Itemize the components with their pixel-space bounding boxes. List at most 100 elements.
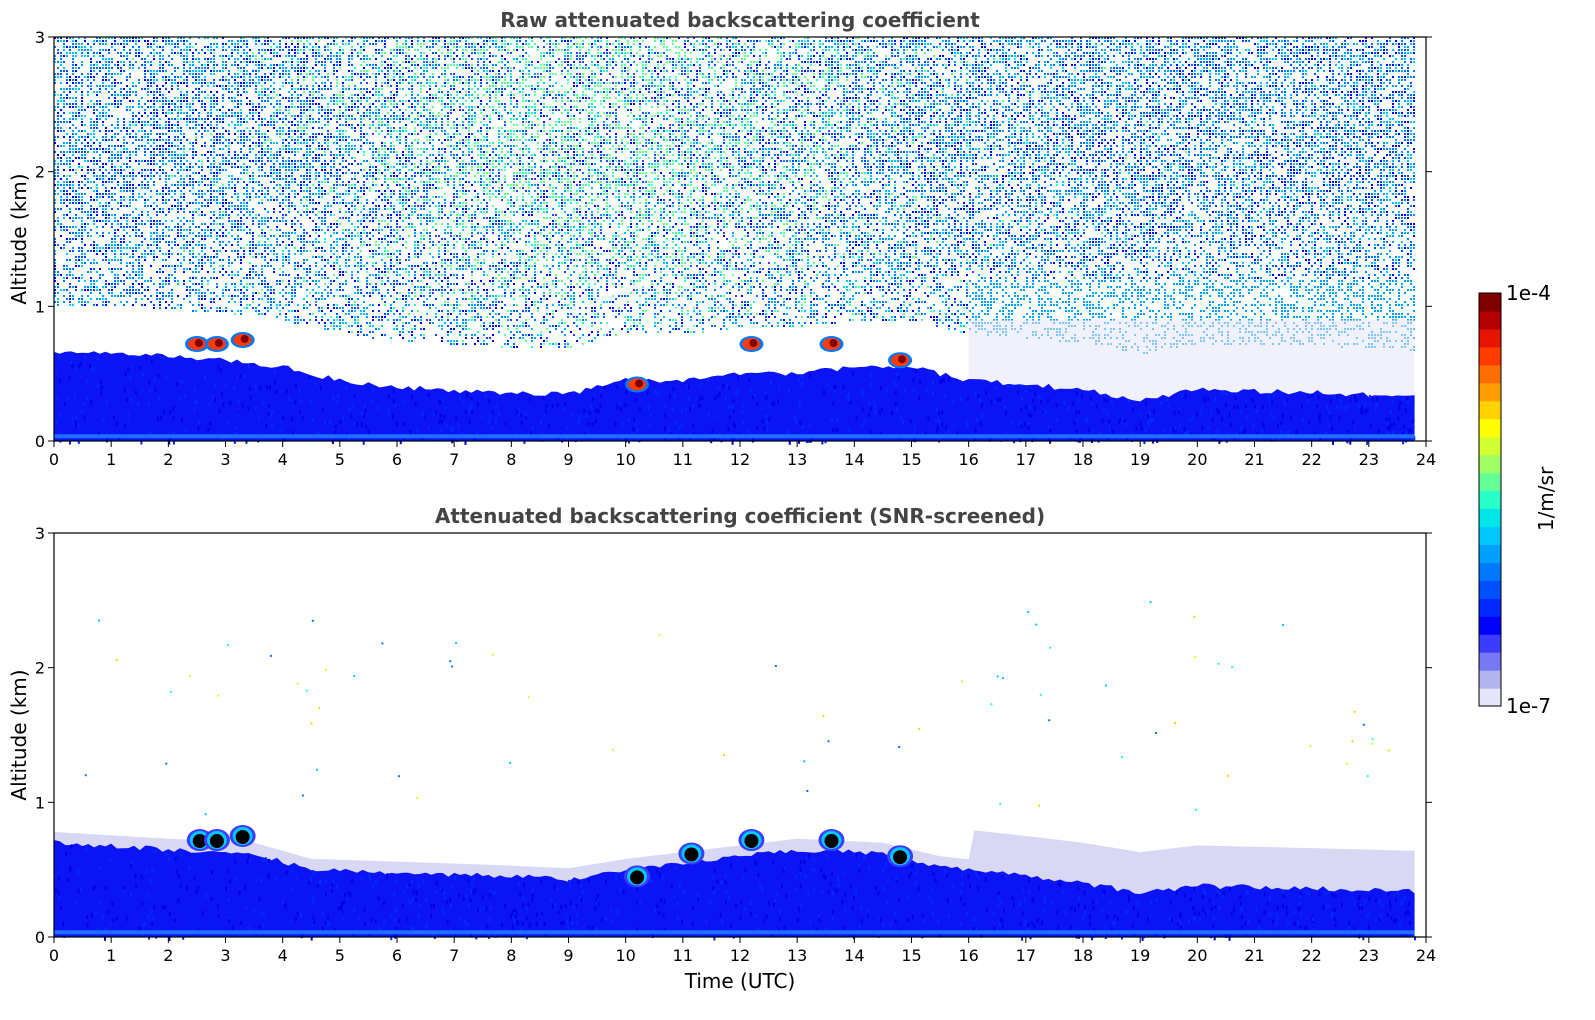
- colorbar-min-label: 1e-7: [1506, 694, 1551, 718]
- cloud-feature: [819, 336, 844, 353]
- x-tick-label: 20: [1187, 946, 1207, 965]
- colorbar-cell: [1479, 293, 1501, 312]
- colorbar-cell: [1479, 616, 1501, 635]
- cloud-feature: [229, 825, 256, 847]
- colorbar-cell: [1479, 562, 1501, 581]
- x-tick-label: 12: [730, 450, 750, 469]
- x-tick-label: 3: [220, 450, 230, 469]
- haze: [968, 319, 1415, 401]
- x-tick-label: 22: [1301, 946, 1321, 965]
- x-tick-label: 21: [1244, 450, 1264, 469]
- x-tick-label: 5: [335, 946, 345, 965]
- x-tick-label: 7: [449, 450, 459, 469]
- panel-screened-title: Attenuated backscattering coefficient (S…: [435, 504, 1045, 528]
- x-tick-label: 20: [1187, 450, 1207, 469]
- x-tick-label: 4: [278, 450, 288, 469]
- boundary-layer-texture: [55, 355, 1416, 445]
- x-tick-label: 21: [1244, 946, 1264, 965]
- colorbar-max-label: 1e-4: [1506, 281, 1551, 305]
- x-tick-label: 2: [163, 450, 173, 469]
- colorbar-unit-label: 1/m/sr: [1534, 466, 1558, 531]
- colorbar-cell: [1479, 346, 1501, 366]
- x-tick-label: 13: [787, 450, 807, 469]
- panel-screened-y-ticks: 0 1 2 3: [35, 524, 1432, 947]
- x-tick-label: 18: [1073, 946, 1093, 965]
- boundary-layer: [54, 840, 1415, 937]
- x-tick-label: 12: [730, 946, 750, 965]
- colorbar-cell: [1479, 454, 1501, 474]
- colorbar-cell: [1479, 652, 1501, 671]
- colorbar-frame: [1478, 292, 1502, 707]
- x-tick-label: 23: [1359, 450, 1379, 469]
- panel-screened-plot: [54, 601, 1416, 941]
- cloud-feature: [184, 336, 209, 353]
- colorbar: 1e-4 1e-7 1/m/sr: [1478, 281, 1558, 718]
- x-tick-label: 0: [49, 450, 59, 469]
- colorbar-cell: [1479, 472, 1501, 492]
- x-tick-label: 19: [1130, 946, 1150, 965]
- cloud-feature: [888, 352, 913, 369]
- x-tick-label: 24: [1416, 450, 1436, 469]
- x-tick-label: 2: [163, 946, 173, 965]
- colorbar-cell: [1479, 382, 1501, 402]
- x-tick-label: 23: [1359, 946, 1379, 965]
- cloud-feature: [818, 829, 845, 852]
- x-tick-label: 22: [1301, 450, 1321, 469]
- x-tick-label: 7: [449, 946, 459, 965]
- x-tick-label: 9: [563, 946, 573, 965]
- x-tick-label: 11: [673, 450, 693, 469]
- y-tick-label: 0: [35, 928, 45, 947]
- colorbar-cell: [1479, 670, 1501, 689]
- y-tick-label: 0: [35, 432, 45, 451]
- x-tick-label: 6: [392, 946, 402, 965]
- y-tick-label: 1: [35, 793, 45, 812]
- panel-screened-xlabel: Time (UTC): [684, 969, 796, 993]
- y-tick-label: 2: [35, 163, 45, 182]
- x-tick-label: 8: [506, 450, 516, 469]
- panel-screened: Attenuated backscattering coefficient (S…: [7, 504, 1436, 993]
- x-tick-label: 17: [1016, 450, 1036, 469]
- colorbar-cell: [1479, 508, 1501, 528]
- panel-screened-x-ticks: 0 1 2 3 4 5 6 7 8 9 10 11 12 13 14 15 16 17 18 19 20 21 22 23 24: [49, 937, 1436, 965]
- x-tick-label: 1: [106, 450, 116, 469]
- x-tick-label: 16: [958, 946, 978, 965]
- x-tick-label: 24: [1416, 946, 1436, 965]
- x-tick-label: 9: [563, 450, 573, 469]
- x-tick-label: 15: [901, 946, 921, 965]
- x-tick-label: 15: [901, 450, 921, 469]
- colorbar-cells: [1479, 293, 1501, 707]
- colorbar-cell: [1479, 580, 1501, 599]
- x-tick-label: 6: [392, 450, 402, 469]
- x-tick-label: 3: [220, 946, 230, 965]
- cloud-feature: [739, 336, 764, 353]
- y-tick-label: 3: [35, 28, 45, 47]
- x-tick-label: 8: [506, 946, 516, 965]
- cloud-feature: [624, 865, 651, 888]
- panel-raw-title: Raw attenuated backscattering coefficien…: [500, 8, 980, 32]
- colorbar-cell: [1479, 544, 1501, 563]
- x-tick-label: 0: [49, 946, 59, 965]
- cloud-feature: [204, 336, 229, 353]
- colorbar-cell: [1479, 526, 1501, 545]
- colorbar-cell: [1479, 436, 1501, 456]
- cloud-feature: [678, 842, 705, 865]
- y-tick-label: 1: [35, 297, 45, 316]
- panel-raw: Raw attenuated backscattering coefficien…: [7, 8, 1436, 469]
- colorbar-cell: [1479, 400, 1501, 420]
- screened-speckles: [84, 601, 1390, 816]
- surface-band: [54, 930, 1415, 935]
- x-tick-label: 4: [278, 946, 288, 965]
- cloud-feature: [738, 829, 765, 852]
- boundary-layer: [54, 351, 1415, 441]
- x-tick-label: 16: [958, 450, 978, 469]
- cloud-feature: [887, 845, 914, 868]
- panel-screened-ylabel: Altitude (km): [7, 669, 31, 800]
- panel-raw-plot: [54, 37, 1416, 445]
- y-tick-label: 2: [35, 659, 45, 678]
- cloud-feature: [203, 829, 230, 852]
- colorbar-cell: [1479, 490, 1501, 510]
- x-tick-label: 19: [1130, 450, 1150, 469]
- colorbar-cell: [1479, 634, 1501, 653]
- colorbar-cell: [1479, 310, 1501, 330]
